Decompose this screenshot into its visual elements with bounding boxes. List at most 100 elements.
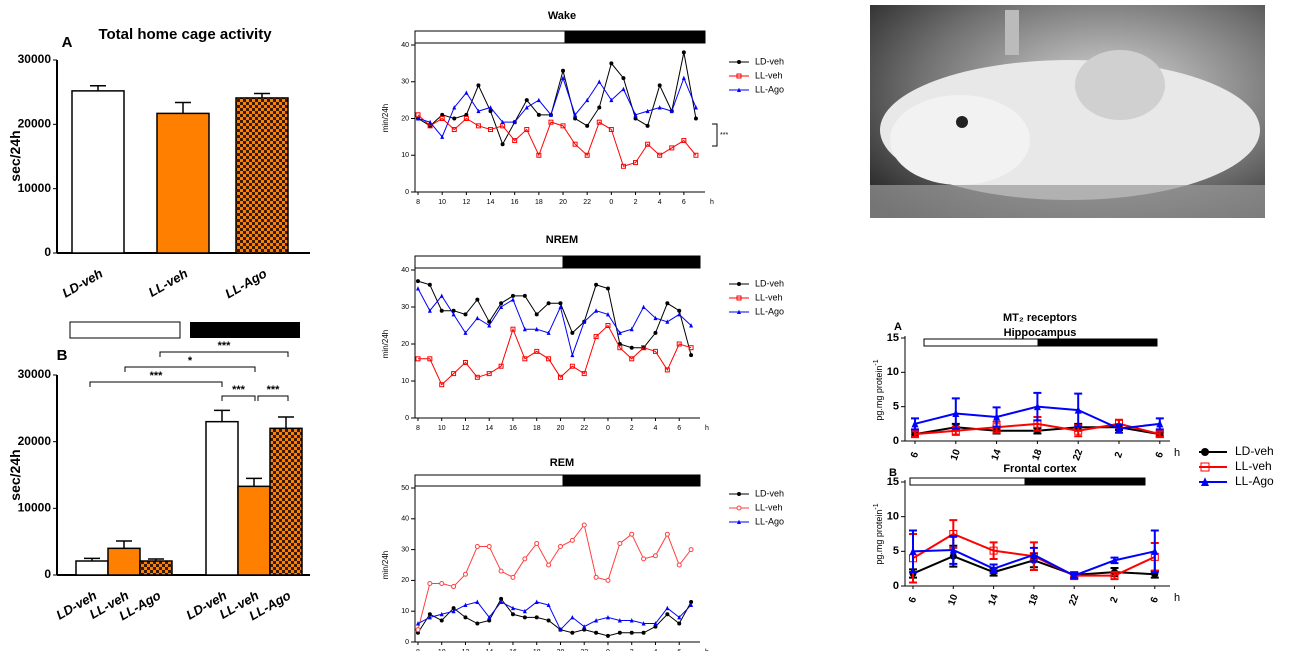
marker <box>620 163 626 169</box>
marker <box>474 374 480 380</box>
x-tick-label: 6 <box>1149 595 1161 604</box>
marker <box>440 112 445 117</box>
marker <box>652 553 658 559</box>
marker <box>510 605 515 611</box>
marker <box>463 615 468 620</box>
marker <box>427 282 432 287</box>
y-tick-label: 10000 <box>18 181 52 195</box>
marker <box>510 297 515 302</box>
y-tick-label: 10 <box>887 511 899 523</box>
y-tick-label: 0 <box>893 580 899 592</box>
marker <box>605 633 610 638</box>
x-axis-unit: h <box>710 199 714 206</box>
x-axis-unit: h <box>1174 447 1180 459</box>
x-tick-label: 0 <box>609 199 613 206</box>
marker <box>1033 402 1041 411</box>
y-tick-label: 20000 <box>18 117 52 131</box>
marker <box>737 519 741 524</box>
marker <box>737 309 741 314</box>
marker <box>462 360 468 365</box>
marker <box>463 602 468 608</box>
y-tick-label: 40 <box>401 516 409 523</box>
y-axis-label: min/24h <box>381 551 390 579</box>
chart-subtitle: Hippocampus <box>1004 327 1077 339</box>
marker <box>439 580 445 586</box>
marker <box>524 127 530 133</box>
marker <box>605 577 611 583</box>
x-tick-label: 18 <box>533 649 541 651</box>
x-tick-label: LL-veh <box>146 266 190 300</box>
marker <box>451 312 456 317</box>
marker <box>534 348 540 354</box>
marker <box>617 540 623 546</box>
marker <box>653 624 658 629</box>
series-line <box>417 597 692 637</box>
marker <box>605 614 610 620</box>
marker <box>524 98 529 103</box>
marker <box>416 116 421 121</box>
marker <box>536 152 542 158</box>
x-tick-label: 22 <box>580 425 588 432</box>
error-bar <box>911 430 919 438</box>
night-bar <box>564 30 706 44</box>
x-tick-label: 20 <box>559 199 567 206</box>
marker <box>415 279 420 284</box>
x-tick-label: 8 <box>416 199 420 206</box>
marker <box>573 112 578 117</box>
y-axis-label: pg.mg protein-1 <box>873 359 885 420</box>
y-tick-label: 10 <box>887 366 899 378</box>
marker <box>617 330 622 335</box>
marker <box>558 301 563 306</box>
error-bar <box>1155 430 1164 438</box>
y-axis-label-text: min/24h <box>381 330 390 358</box>
marker <box>451 608 456 614</box>
marker <box>499 599 504 604</box>
day-bar <box>414 30 566 44</box>
bar <box>235 97 289 254</box>
marker <box>536 97 541 103</box>
x-tick-label: 6 <box>907 595 919 604</box>
panel-label: B <box>57 347 68 364</box>
x-tick-label: 10 <box>438 199 446 206</box>
panel-label: A <box>894 321 902 333</box>
y-tick-label: 30 <box>401 304 409 311</box>
y-axis-label: min/24h <box>381 330 390 358</box>
significance-label: *** <box>150 370 164 382</box>
marker <box>439 382 445 388</box>
x-tick-label: 16 <box>509 425 517 432</box>
night-bar <box>190 322 300 338</box>
marker <box>737 87 741 92</box>
marker <box>464 112 469 117</box>
x-tick-label: 14 <box>987 593 1001 608</box>
marker <box>664 531 670 537</box>
marker <box>557 544 563 550</box>
marker <box>463 116 469 121</box>
y-tick-label: 10 <box>401 152 409 159</box>
marker <box>617 618 622 623</box>
marker <box>451 371 457 377</box>
x-tick-label: 12 <box>462 425 470 432</box>
x-tick-label: 20 <box>557 649 565 651</box>
marker <box>524 105 529 110</box>
y-tick-label: 15 <box>887 332 899 344</box>
marker <box>609 97 614 103</box>
error-bar <box>116 540 132 549</box>
marker <box>608 127 614 133</box>
marker <box>676 562 682 568</box>
x-tick-label: 6 <box>677 649 681 651</box>
chart-title: Total home cage activity <box>98 26 272 43</box>
marker <box>653 330 658 335</box>
series-line <box>417 523 692 630</box>
x-tick-label: 4 <box>654 649 658 651</box>
marker <box>522 608 527 614</box>
marker <box>570 330 575 335</box>
marker <box>645 123 650 128</box>
legend-label: LL-veh <box>755 292 783 302</box>
marker <box>584 152 590 158</box>
marker <box>546 330 551 335</box>
y-tick-label: 5 <box>893 545 899 557</box>
x-tick-label: 0 <box>606 649 610 651</box>
significance-bracket <box>257 395 289 401</box>
x-tick-label: 10 <box>949 448 963 463</box>
marker <box>510 574 516 580</box>
